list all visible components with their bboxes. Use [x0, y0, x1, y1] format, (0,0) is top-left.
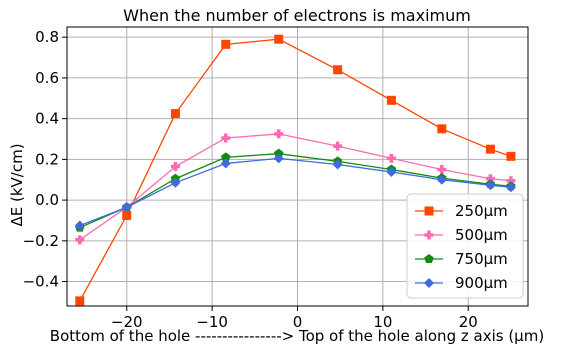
- data-point: [273, 153, 284, 164]
- data-point: [485, 144, 495, 154]
- series-line: [79, 38, 512, 302]
- data-point: [485, 180, 496, 191]
- series-line: [79, 133, 511, 241]
- y-tick-label: −0.4: [23, 273, 59, 291]
- series-1: [75, 129, 516, 245]
- data-point: [74, 220, 85, 231]
- x-axis-label: Bottom of the hole ----------------> Top…: [50, 327, 544, 345]
- data-point: [333, 65, 343, 75]
- data-point: [506, 151, 516, 161]
- series-3: [74, 153, 516, 231]
- data-point: [437, 165, 447, 175]
- data-point: [75, 296, 85, 306]
- data-point: [332, 159, 343, 170]
- legend-marker: [424, 254, 434, 264]
- data-point: [75, 235, 85, 245]
- data-point: [170, 162, 180, 171]
- data-point: [220, 158, 231, 169]
- grid: [67, 27, 528, 306]
- data-point: [170, 177, 181, 188]
- y-tick-label: 0.0: [35, 191, 59, 209]
- data-point: [333, 141, 343, 151]
- series-layer: [74, 34, 516, 306]
- data-point: [274, 129, 284, 139]
- data-point: [221, 133, 231, 143]
- legend-marker: [424, 206, 434, 216]
- x-tick-label: 0: [293, 313, 303, 331]
- data-point: [436, 174, 447, 185]
- data-point: [386, 95, 396, 105]
- legend-label: 500μm: [455, 226, 508, 244]
- legend-label: 250μm: [455, 202, 508, 220]
- x-tick-label: 20: [459, 313, 478, 331]
- data-point: [122, 210, 132, 220]
- data-point: [386, 153, 396, 163]
- legend-box: [406, 193, 524, 299]
- data-point: [386, 166, 397, 177]
- y-axis-label: ΔE (kV/cm): [8, 143, 26, 226]
- series-line: [79, 157, 511, 227]
- x-axis-ticks: −20 −10 0 10 20: [111, 306, 478, 331]
- data-point: [437, 124, 447, 134]
- y-tick-label: 0.6: [35, 69, 59, 87]
- data-point: [221, 152, 231, 162]
- legend-item: 900μm: [415, 274, 508, 292]
- x-tick-label: −20: [111, 313, 143, 331]
- data-point: [221, 39, 231, 49]
- y-axis-ticks: −0.4 −0.2 0.0 0.2 0.4 0.6 0.8: [23, 28, 67, 291]
- legend-item: 750μm: [415, 250, 508, 268]
- legend-label: 900μm: [455, 274, 508, 292]
- legend-item: 250μm: [415, 202, 508, 220]
- y-tick-label: 0.4: [35, 110, 59, 128]
- x-tick-label: −10: [196, 313, 228, 331]
- legend-item: 500μm: [415, 226, 508, 244]
- legend-marker: [424, 278, 434, 288]
- chart-title: When the number of electrons is maximum: [123, 6, 471, 25]
- legend-marker: [424, 230, 434, 240]
- data-point: [273, 148, 284, 158]
- data-point: [274, 34, 284, 44]
- data-point: [506, 176, 516, 186]
- data-point: [121, 202, 132, 213]
- series-0: [75, 34, 516, 306]
- legend: 250μm 500μm 750μm 900μm: [406, 193, 524, 299]
- y-tick-label: 0.8: [35, 28, 59, 46]
- y-tick-label: −0.2: [23, 232, 59, 250]
- data-point: [485, 174, 495, 184]
- data-point: [170, 109, 180, 119]
- series-line: [79, 153, 511, 229]
- x-tick-label: 10: [373, 313, 392, 331]
- legend-label: 750μm: [455, 250, 508, 268]
- y-tick-label: 0.2: [35, 150, 59, 168]
- data-point: [505, 182, 516, 193]
